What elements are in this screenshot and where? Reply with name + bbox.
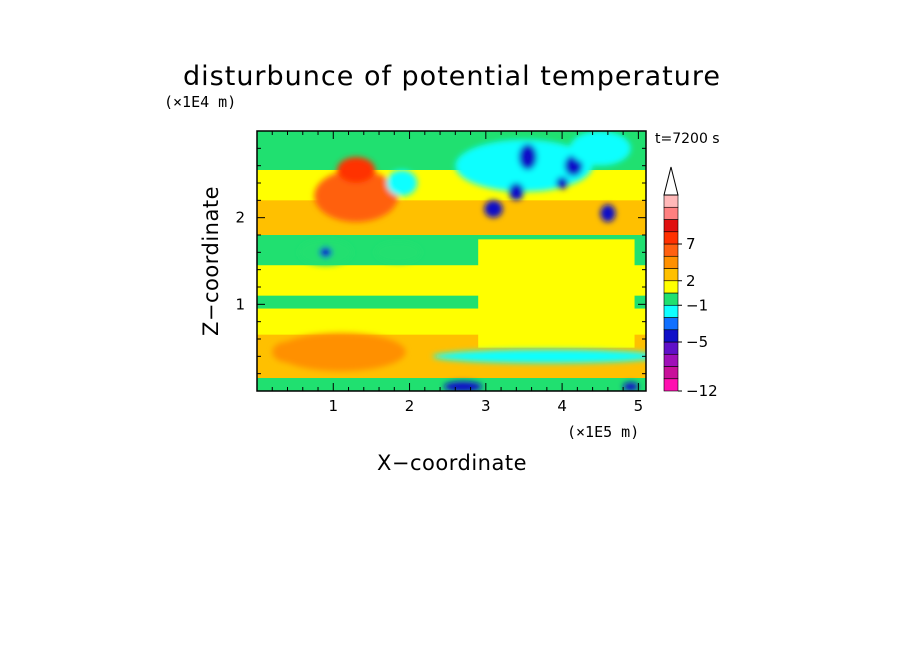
plot-frame [256, 130, 647, 392]
colorbar-swatch [663, 366, 679, 380]
field-feature [443, 381, 483, 391]
colorbar: −12−5−127 [663, 166, 718, 400]
colorbar-label: −1 [686, 296, 708, 314]
x-tick-label: 5 [634, 397, 644, 415]
field-feature [272, 341, 303, 363]
field-band [478, 239, 635, 348]
colorbar-swatch [663, 304, 679, 318]
field-feature [518, 144, 537, 170]
field-feature [623, 382, 639, 391]
x-tick-label: 1 [329, 397, 339, 415]
field-feature [564, 155, 583, 177]
colorbar-label: −5 [686, 333, 708, 351]
x-tick-label: 4 [557, 397, 567, 415]
time-label: t=7200 s [655, 131, 720, 147]
y-tick-label: 1 [235, 295, 245, 313]
field-feature [569, 131, 631, 166]
field-feature [276, 332, 406, 372]
field-feature [386, 170, 418, 196]
y-unit-label: (×1E4 m) [164, 93, 236, 111]
field-feature [375, 241, 421, 263]
y-axis-ticks: 12 [235, 147, 646, 375]
colorbar-label: 7 [686, 235, 696, 253]
y-tick-label: 2 [235, 209, 245, 227]
field-feature [319, 247, 332, 258]
x-unit-label: (×1E5 m) [567, 423, 639, 441]
colorbar-swatch [663, 341, 679, 355]
field-features [272, 131, 646, 391]
field-feature [555, 176, 569, 190]
plot-area [257, 131, 646, 391]
chart-title: disturbunce of potential temperature [183, 61, 721, 92]
colorbar-swatch [663, 194, 679, 208]
x-axis-label: X−coordinate [377, 451, 527, 475]
colorbar-swatch [663, 353, 679, 367]
field-feature [314, 170, 399, 222]
y-axis-label: Z−coordinate [199, 186, 223, 336]
x-tick-label: 3 [481, 397, 491, 415]
field-feature [432, 349, 646, 364]
colorbar-swatch [663, 219, 679, 233]
field-feature [337, 157, 376, 183]
colorbar-label: 2 [686, 272, 696, 290]
x-tick-label: 2 [405, 397, 415, 415]
colorbar-swatch [663, 292, 679, 306]
colorbar-swatch [663, 280, 679, 294]
field-band [257, 200, 646, 235]
colorbar-swatch [663, 317, 679, 331]
colorbar-swatch [663, 268, 679, 282]
colorbar-swatch [663, 231, 679, 245]
colorbar-swatch [663, 206, 679, 220]
colorbar-label: −12 [686, 382, 718, 400]
colorbar-swatch [663, 378, 679, 392]
colorbar-swatch [663, 329, 679, 343]
field-feature [600, 204, 616, 222]
field-feature [508, 183, 524, 201]
field-feature [484, 200, 503, 218]
colorbar-swatch [663, 243, 679, 257]
colorbar-swatch [663, 255, 679, 269]
x-axis-ticks: 1 2 3 4 5 [271, 131, 644, 415]
colorbar-extend-arrow [663, 166, 679, 196]
